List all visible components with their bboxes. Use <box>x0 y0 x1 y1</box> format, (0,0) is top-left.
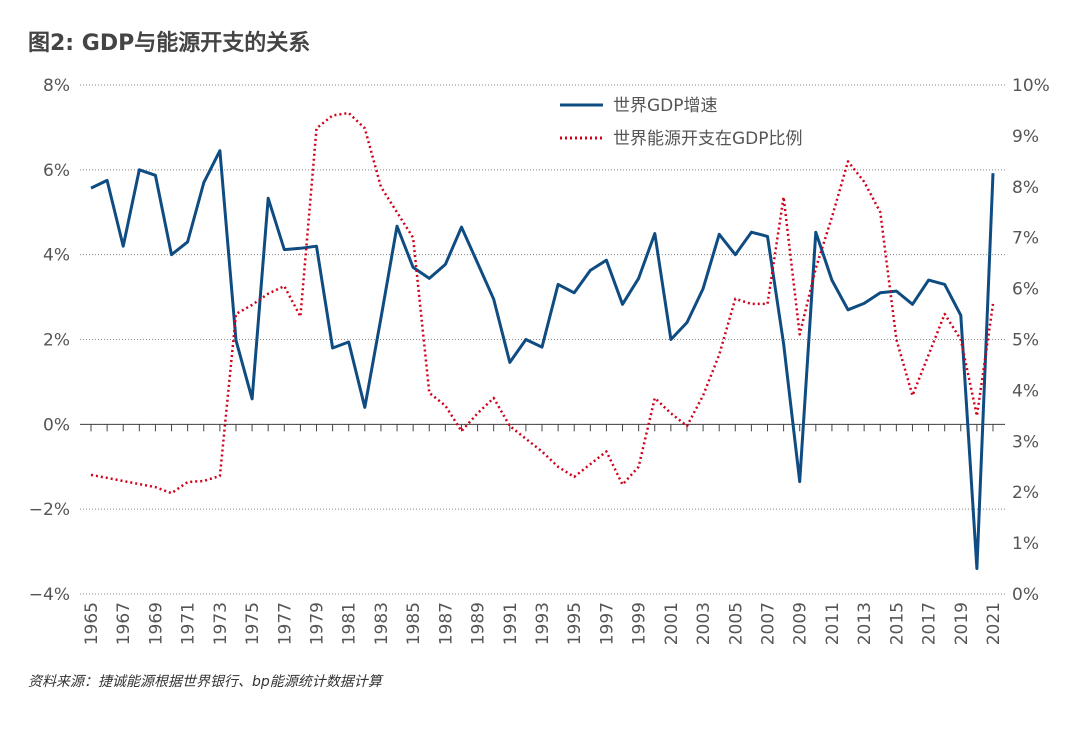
x-tick-label: 1967 <box>114 602 134 645</box>
x-tick-label: 1973 <box>211 602 231 645</box>
x-tick-label: 2015 <box>887 602 907 645</box>
x-tick-label: 1999 <box>630 602 650 645</box>
x-tick-label: 2003 <box>694 602 714 645</box>
y-tick-label: −4% <box>29 585 70 605</box>
x-tick-label: 1977 <box>275 602 295 645</box>
y-tick-label: 2% <box>43 331 70 351</box>
series-line <box>90 111 995 495</box>
x-tick-label: 1985 <box>404 602 424 645</box>
x-tick-label: 2013 <box>855 602 875 645</box>
x-tick-label: 1991 <box>501 602 521 645</box>
x-tick-label: 2001 <box>662 602 682 645</box>
chart-title: 图2: GDP与能源开支的关系 <box>28 30 310 56</box>
x-tick-label: 2017 <box>920 602 940 645</box>
y-tick-label: 6% <box>43 161 70 181</box>
y2-tick-label: 6% <box>1012 280 1039 300</box>
legend-label: 世界能源开支在GDP比例 <box>613 129 803 149</box>
y2-tick-label: 3% <box>1012 432 1039 452</box>
y2-tick-label: 10% <box>1012 76 1050 96</box>
y-tick-label: 0% <box>43 415 70 435</box>
y2-tick-label: 2% <box>1012 483 1039 503</box>
y-tick-label: 4% <box>43 246 70 266</box>
x-tick-label: 2019 <box>952 602 972 645</box>
y2-tick-label: 1% <box>1012 534 1039 554</box>
x-tick-label: 1987 <box>436 602 456 645</box>
x-tick-label: 1995 <box>565 602 585 645</box>
x-tick-label: 2021 <box>984 602 1004 645</box>
x-tick-label: 2009 <box>791 602 811 645</box>
series-line <box>90 149 995 570</box>
y-tick-label: −2% <box>29 500 70 520</box>
x-tick-label: 1993 <box>533 602 553 645</box>
x-tick-label: 1969 <box>146 602 166 645</box>
y2-tick-label: 0% <box>1012 585 1039 605</box>
x-tick-label: 1965 <box>82 602 102 645</box>
x-tick-label: 2011 <box>823 602 843 645</box>
x-tick-label: 1989 <box>469 602 489 645</box>
x-tick-label: 1981 <box>340 602 360 645</box>
y2-tick-label: 4% <box>1012 381 1039 401</box>
x-tick-label: 1975 <box>243 602 263 645</box>
x-tick-label: 2007 <box>759 602 779 645</box>
x-tick-label: 1979 <box>308 602 328 645</box>
legend-label: 世界GDP增速 <box>613 96 718 116</box>
y2-tick-label: 8% <box>1012 178 1039 198</box>
source-note: 资料来源：捷诚能源根据世界银行、bp能源统计数据计算 <box>28 674 384 690</box>
y2-tick-label: 5% <box>1012 331 1039 351</box>
y-tick-label: 8% <box>43 76 70 96</box>
y2-tick-label: 9% <box>1012 127 1039 147</box>
x-tick-label: 1971 <box>179 602 199 645</box>
y2-tick-label: 7% <box>1012 229 1039 249</box>
x-tick-label: 1983 <box>372 602 392 645</box>
x-tick-label: 2005 <box>726 602 746 645</box>
x-tick-label: 1997 <box>597 602 617 645</box>
